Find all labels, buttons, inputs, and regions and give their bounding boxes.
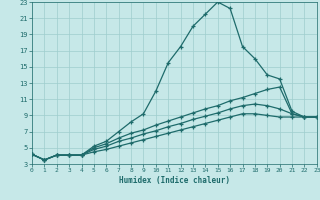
X-axis label: Humidex (Indice chaleur): Humidex (Indice chaleur) xyxy=(119,176,230,185)
